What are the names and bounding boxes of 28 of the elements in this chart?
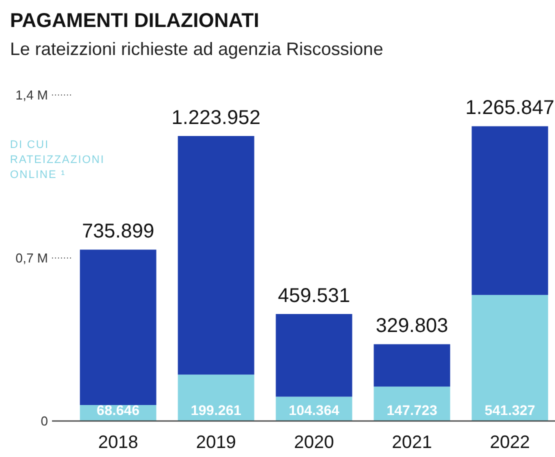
bar: [472, 126, 548, 295]
bar: [178, 136, 254, 375]
chart-subtitle: Le rateizzioni richieste ad agenzia Riscossione: [10, 39, 384, 59]
total-label: 1.265.847: [465, 97, 554, 120]
bar: [374, 344, 450, 387]
x-tick-label: 2021: [392, 432, 432, 452]
y-tick-label: 0,7 M: [15, 250, 48, 266]
data-label: 68.646: [96, 402, 140, 418]
data-label: 104.364: [288, 402, 340, 418]
data-label: 199.261: [190, 402, 242, 418]
y-tick-label: 0: [40, 414, 48, 429]
total-label: 329.803: [376, 315, 448, 338]
total-label: 735.899: [82, 220, 154, 243]
data-label: 541.327: [484, 402, 536, 418]
x-tick-label: 2018: [98, 432, 138, 452]
bar: [80, 250, 156, 406]
chart-title: PAGAMENTI DILAZIONATI: [10, 10, 260, 32]
text: DI CUI RATEIZZAZIONI ONLINE ¹: [10, 139, 105, 181]
total-label: 459.531: [278, 284, 350, 307]
bar: [276, 314, 352, 397]
data-label: 147.723: [386, 402, 438, 418]
x-tick-label: 2022: [490, 432, 530, 452]
x-tick-label: 2020: [294, 432, 334, 452]
x-tick-label: 2019: [196, 432, 236, 452]
y-tick-label: 1,4 M: [15, 88, 48, 103]
total-label: 1.223.952: [172, 106, 261, 129]
bar: [178, 374, 254, 421]
bar: [472, 294, 548, 421]
